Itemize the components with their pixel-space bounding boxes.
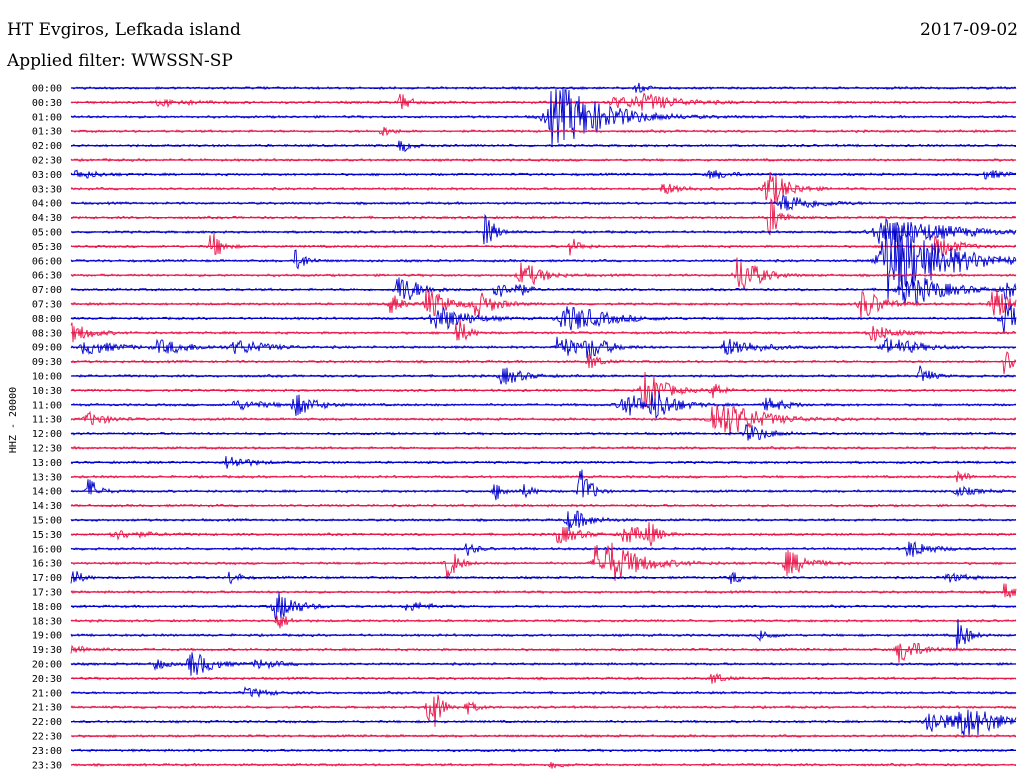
tick-label: 02:00 [32, 141, 62, 152]
tick-label: 08:00 [32, 314, 62, 325]
tick-label: 16:30 [32, 559, 62, 570]
time-tick-labels: 00:00 00:30 01:00 01:30 02:00 02:30 03:00 03:30… [32, 84, 62, 772]
trace-row [70, 404, 1017, 436]
tick-label: 11:00 [32, 400, 62, 411]
date-label: 2017-09-02 [919, 20, 1018, 40]
tick-label: 20:30 [32, 674, 62, 685]
filter-label: Applied filter: WWSSN-SP [7, 51, 233, 71]
tick-label: 12:00 [32, 429, 62, 440]
tick-label: 22:30 [32, 732, 62, 743]
tick-label: 03:00 [32, 170, 62, 181]
trace-row [70, 172, 1017, 204]
trace-row [70, 615, 1017, 629]
tick-label: 00:00 [32, 84, 62, 95]
tick-label: 05:00 [32, 228, 62, 239]
tick-label: 22:00 [32, 717, 62, 728]
tick-label: 15:00 [32, 516, 62, 527]
trace-row [71, 213, 1017, 247]
trace-row [70, 709, 1017, 738]
trace-row [70, 365, 1017, 385]
tick-label: 13:00 [32, 458, 62, 469]
tick-label: 17:30 [32, 588, 62, 599]
trace-row [70, 686, 1017, 699]
trace-row [70, 469, 1017, 501]
y-axis-label: HHZ - 20000 [8, 387, 19, 453]
tick-label: 17:00 [32, 573, 62, 584]
tick-label: 23:30 [32, 760, 62, 771]
trace-row [70, 351, 1017, 375]
tick-label: 00:30 [32, 98, 62, 109]
tick-label: 20:00 [32, 660, 62, 671]
tick-label: 08:30 [32, 328, 62, 339]
tick-label: 15:30 [32, 530, 62, 541]
trace-row [70, 510, 1017, 532]
tick-label: 05:30 [32, 242, 62, 253]
tick-label: 01:30 [32, 127, 62, 138]
tick-label: 10:30 [32, 386, 62, 397]
tick-label: 06:00 [32, 256, 62, 267]
tick-label: 07:00 [32, 285, 62, 296]
tick-label: 01:00 [32, 112, 62, 123]
tick-label: 02:30 [32, 156, 62, 167]
tick-label: 04:00 [32, 199, 62, 210]
tick-label: 14:00 [32, 487, 62, 498]
tick-label: 19:30 [32, 645, 62, 656]
trace-row [70, 583, 1017, 598]
tick-label: 18:30 [32, 616, 62, 627]
tick-label: 16:00 [32, 544, 62, 555]
station-title: HT Evgiros, Lefkada island [7, 20, 241, 40]
tick-label: 10:00 [32, 372, 62, 383]
tick-label: 11:30 [32, 415, 62, 426]
tick-label: 21:30 [32, 703, 62, 714]
tick-label: 07:30 [32, 300, 62, 311]
tick-label: 09:30 [32, 357, 62, 368]
tick-label: 12:30 [32, 444, 62, 455]
tick-label: 04:30 [32, 213, 62, 224]
trace-row [70, 336, 1017, 360]
tick-label: 03:30 [32, 184, 62, 195]
trace-row [70, 762, 1017, 769]
trace-row [70, 424, 1016, 441]
tick-label: 23:00 [32, 746, 62, 757]
tick-label: 21:00 [32, 688, 62, 699]
tick-label: 13:30 [32, 472, 62, 483]
trace-row [70, 642, 1017, 663]
tick-label: 06:30 [32, 271, 62, 282]
tick-label: 19:00 [32, 631, 62, 642]
tick-label: 09:00 [32, 343, 62, 354]
trace-group [70, 82, 1017, 769]
tick-label: 18:00 [32, 602, 62, 613]
trace-row [70, 319, 1017, 343]
tick-label: 14:30 [32, 501, 62, 512]
